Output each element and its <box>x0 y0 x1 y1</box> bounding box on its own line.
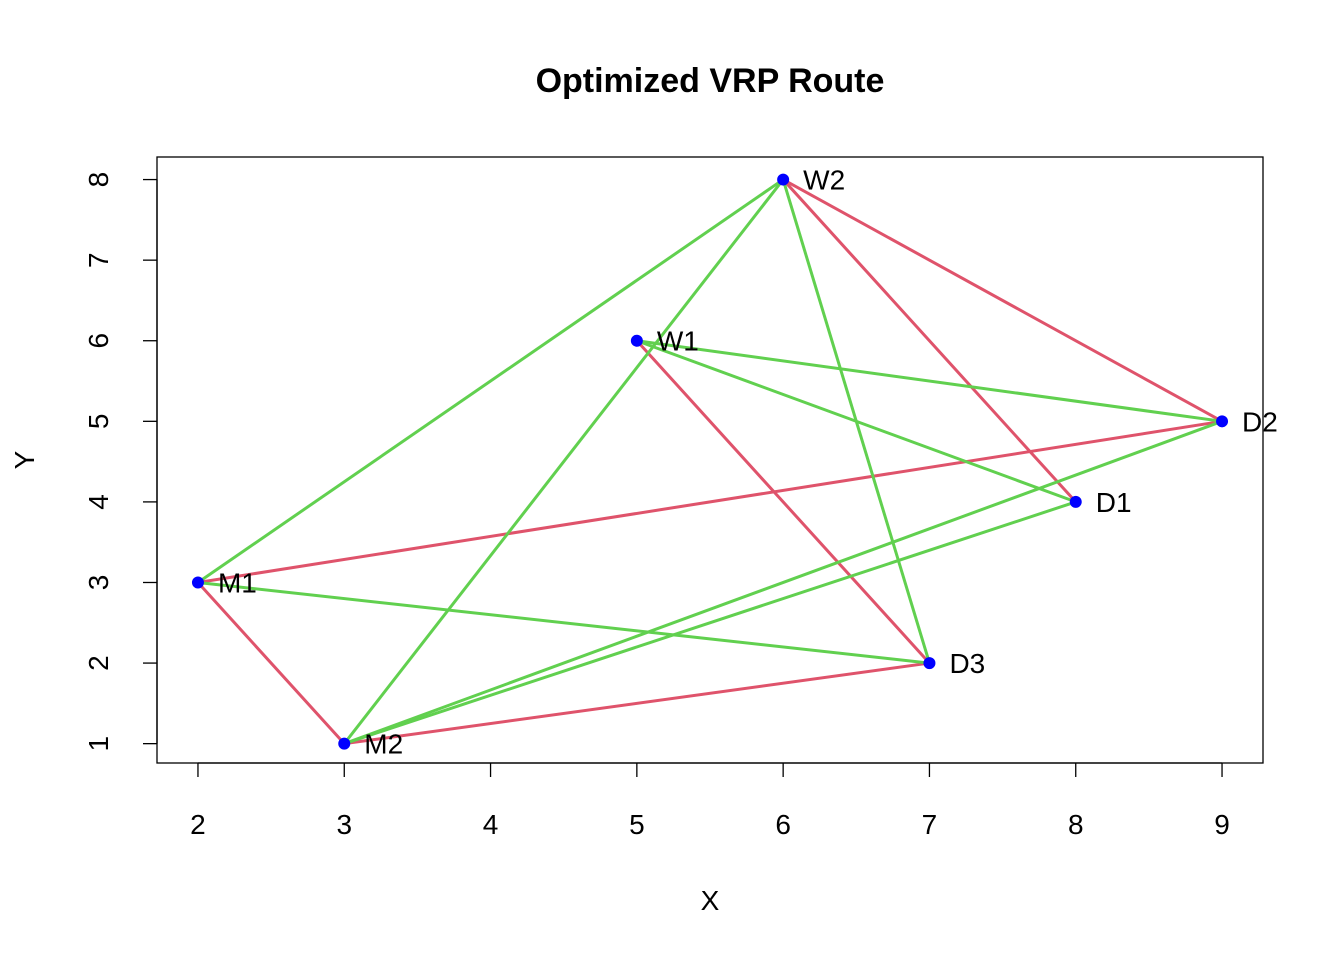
point-label: D3 <box>949 648 985 679</box>
route-segments <box>196 178 1223 746</box>
x-axis-title: X <box>701 885 720 916</box>
route-segment <box>782 178 1077 503</box>
x-tick-label: 8 <box>1068 809 1084 840</box>
y-tick-label: 3 <box>83 575 114 591</box>
route-segment <box>197 419 1223 584</box>
route-segment <box>197 178 784 584</box>
x-tick-label: 3 <box>336 809 352 840</box>
y-tick-label: 8 <box>83 172 114 188</box>
point-label: M2 <box>364 729 403 760</box>
y-axis: 1 2 3 4 5 6 7 8 <box>83 172 158 752</box>
location-point <box>1216 415 1229 428</box>
route-segment <box>343 500 1077 746</box>
y-tick-label: 7 <box>83 252 114 268</box>
y-tick-label: 4 <box>83 494 114 510</box>
route-segment <box>636 339 1077 504</box>
route-segment <box>635 339 931 665</box>
route-segment <box>343 419 1223 746</box>
route-segment <box>636 339 1223 423</box>
point-label: D2 <box>1242 406 1278 437</box>
route-segment <box>196 581 346 745</box>
point-label: M1 <box>218 567 257 598</box>
x-tick-label: 7 <box>922 809 938 840</box>
x-tick-label: 2 <box>190 809 206 840</box>
route-segment <box>197 580 930 665</box>
y-tick-label: 2 <box>83 655 114 671</box>
y-tick-label: 1 <box>83 736 114 752</box>
x-tick-label: 5 <box>629 809 645 840</box>
x-tick-label: 9 <box>1214 809 1230 840</box>
location-point <box>338 737 351 750</box>
y-tick-label: 6 <box>83 333 114 349</box>
location-point <box>777 173 790 186</box>
point-label: W2 <box>803 165 845 196</box>
x-tick-label: 4 <box>483 809 499 840</box>
y-tick-label: 5 <box>83 414 114 430</box>
x-tick-label: 6 <box>775 809 791 840</box>
location-point <box>191 576 204 589</box>
location-points: W1 W2 M1 M2 D1 D2 D3 <box>191 165 1278 760</box>
chart-title: Optimized VRP Route <box>536 62 885 100</box>
route-segment <box>344 661 930 746</box>
location-point <box>923 657 936 670</box>
plot-frame <box>156 156 1264 764</box>
x-axis: 2 3 4 5 6 7 8 9 <box>190 762 1230 840</box>
point-label: W1 <box>657 326 699 357</box>
y-axis-title: Y <box>9 450 40 469</box>
point-label: D1 <box>1096 487 1132 518</box>
route-segment <box>782 178 1223 423</box>
location-point <box>1069 495 1082 508</box>
route-segment <box>343 178 785 745</box>
location-point <box>630 334 643 347</box>
